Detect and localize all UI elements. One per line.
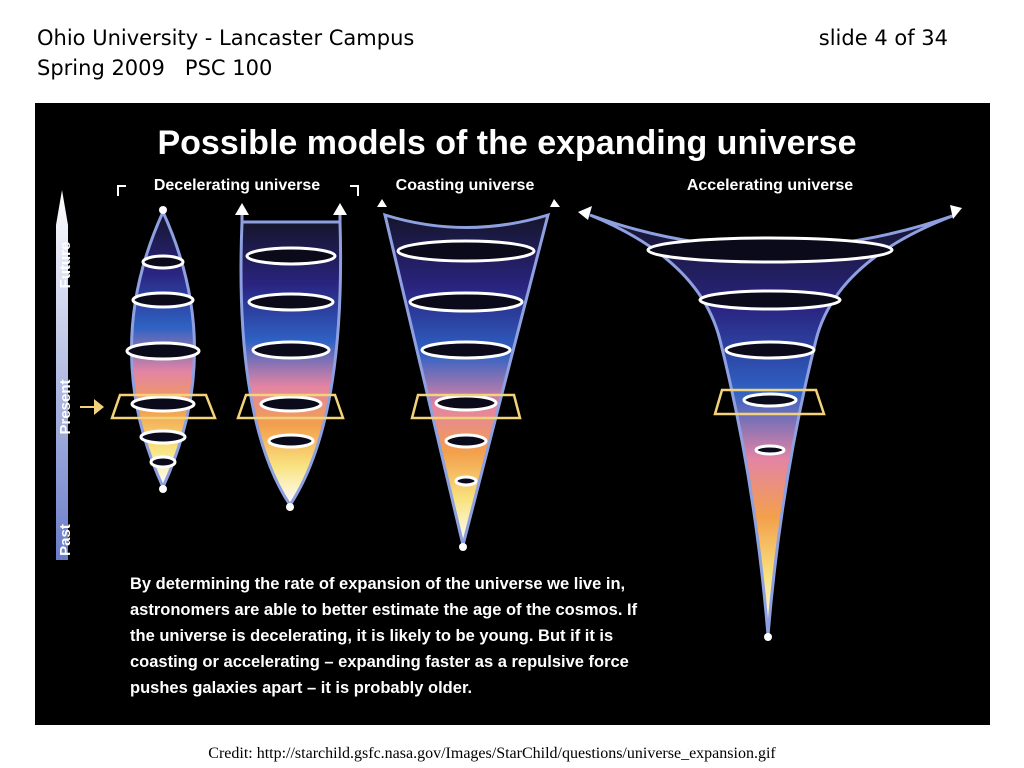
caption: By determining the rate of expansion of … [130, 575, 638, 697]
figure-background [35, 103, 990, 725]
origin-stars [159, 206, 772, 641]
caption-line: coasting or accelerating – expanding fas… [130, 653, 629, 671]
header-institution: Ohio University - Lancaster Campus [37, 26, 414, 50]
figure-title: Possible models of the expanding univers… [157, 124, 856, 162]
header-course: Spring 2009 PSC 100 [37, 56, 272, 80]
arrow-head [235, 203, 347, 215]
time-label: Present [57, 379, 74, 434]
galaxy-slices [125, 236, 894, 487]
bracket [117, 185, 359, 196]
time-arrow [56, 190, 68, 560]
time-label: Past [57, 524, 74, 556]
model-label: Coasting universe [396, 177, 535, 194]
accelerating-universe [589, 213, 956, 636]
caption-line: By determining the rate of expansion of … [130, 575, 625, 593]
caption-line: the universe is decelerating, it is like… [130, 627, 613, 645]
model-label: Decelerating universe [154, 177, 320, 194]
time-label: Future [57, 242, 74, 289]
slide-number: slide 4 of 34 [819, 26, 948, 50]
caption-line: pushes galaxies apart – it is probably o… [130, 679, 472, 697]
present-arrow [80, 399, 104, 415]
credit: Credit: http://starchild.gsfc.nasa.gov/I… [208, 745, 776, 762]
model-label: Accelerating universe [687, 177, 853, 194]
present-boxes [110, 388, 826, 420]
caption-line: astronomers are able to better estimate … [130, 601, 638, 619]
